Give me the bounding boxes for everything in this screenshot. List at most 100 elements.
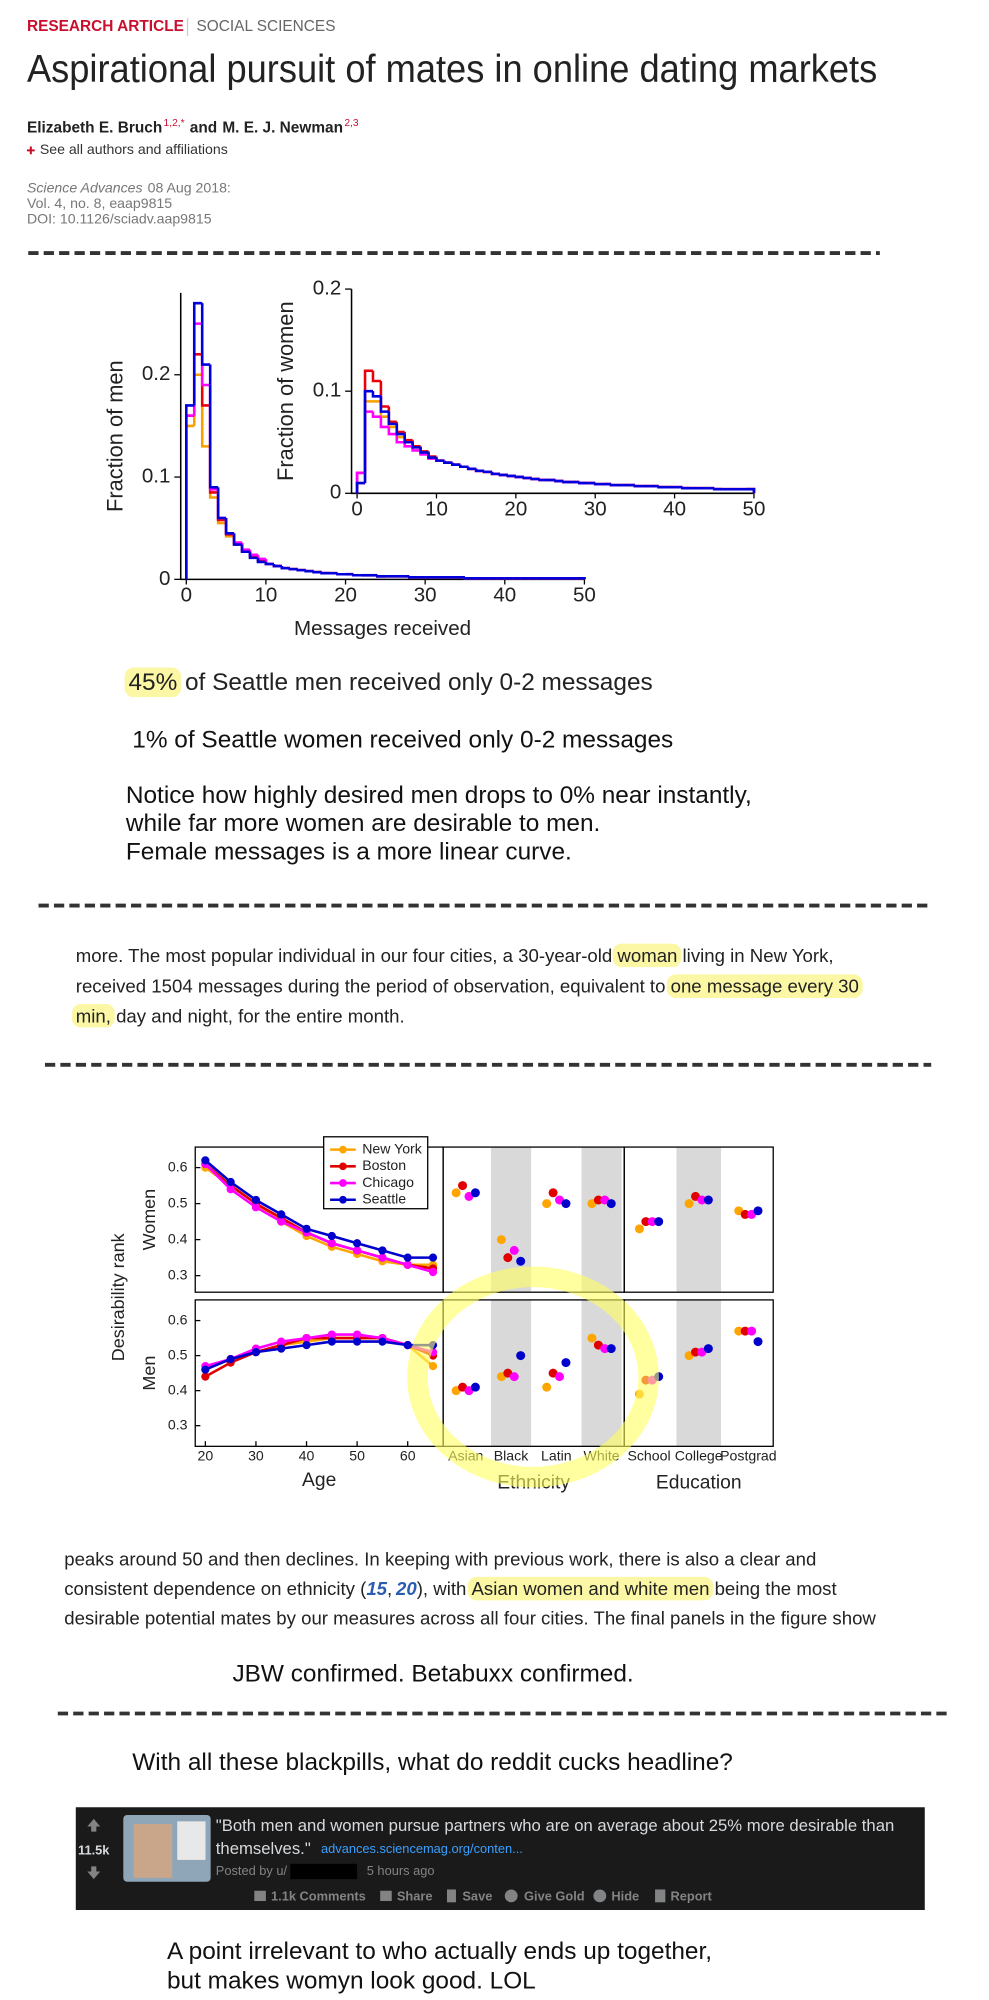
- point: [277, 1210, 286, 1219]
- y-tick-label: 0.6: [168, 1158, 188, 1174]
- section: RESEARCH ARTICLE: [27, 18, 184, 35]
- series-line: [204, 1340, 434, 1371]
- x-tick-label: 30: [414, 583, 437, 606]
- action-icons: [254, 1889, 666, 1903]
- point: [542, 1199, 552, 1209]
- panel: [623, 1146, 774, 1293]
- highlight: [612, 943, 682, 968]
- category-shade: [581, 1147, 622, 1293]
- action: Report: [670, 1889, 712, 1904]
- row-label: Women: [139, 1189, 159, 1251]
- x-tick-label: 40: [299, 1447, 315, 1463]
- excerpt-text: more. The most popular individual in our…: [76, 945, 613, 966]
- save-icon: [446, 1889, 456, 1903]
- y-tick-label: 0.1: [313, 379, 342, 402]
- histogram-step: [443, 460, 453, 464]
- point: [593, 1195, 603, 1205]
- point: [378, 1246, 387, 1255]
- excerpt-text: received 1504 messages during the period…: [76, 976, 666, 997]
- histogram-step: [224, 517, 235, 535]
- point: [470, 1188, 480, 1198]
- action: Give Gold: [524, 1889, 585, 1904]
- point: [691, 1347, 701, 1357]
- point: [251, 1195, 261, 1205]
- point: [378, 1253, 387, 1262]
- point: [561, 1199, 571, 1209]
- point: [327, 1239, 336, 1248]
- histogram-step: [379, 396, 389, 413]
- excerpt-line: min, day and night, for the entire month…: [71, 1003, 405, 1028]
- action: Share: [397, 1889, 433, 1904]
- circle-annotation: [407, 1266, 659, 1488]
- x-tick-label: 50: [743, 497, 766, 520]
- point: [555, 1372, 565, 1382]
- upvote-icon: [87, 1818, 101, 1832]
- legend-label: New York: [362, 1140, 423, 1156]
- thumbnail-card: [177, 1821, 206, 1860]
- highlight: [666, 974, 863, 999]
- highlight-text: 45%: [128, 669, 177, 696]
- post-title: themselves.": [216, 1839, 311, 1858]
- histogram-step: [514, 475, 524, 479]
- histogram-step: [395, 423, 405, 436]
- series-line: [205, 1333, 434, 1368]
- histogram-step: [530, 477, 540, 481]
- point: [647, 1217, 657, 1227]
- figure-ylabel: Desirability rank: [108, 1232, 128, 1361]
- point: [740, 1209, 750, 1219]
- point: [458, 1181, 468, 1191]
- article-title: Aspirational pursuit of mates in online …: [27, 48, 877, 91]
- histogram-step: [216, 487, 227, 520]
- point: [327, 1337, 336, 1346]
- point: [378, 1337, 387, 1346]
- point: [606, 1199, 616, 1209]
- histogram-step: [538, 478, 548, 482]
- note-text: JBW confirmed. Betabuxx confirmed.: [232, 1660, 633, 1687]
- doi: DOI: 10.1126/sciadv.aap9815: [27, 210, 212, 226]
- panel: [194, 1299, 444, 1447]
- point: [353, 1337, 362, 1346]
- point: [606, 1344, 616, 1354]
- highlight-text: Asian women and white men: [472, 1578, 710, 1599]
- post-link[interactable]: advances.sciencemag.org/conten...: [321, 1841, 523, 1856]
- histogram-step: [320, 571, 330, 575]
- histogram-step: [498, 473, 508, 477]
- histogram-step: [371, 391, 381, 398]
- y-tick-label: 0: [330, 481, 341, 504]
- histogram-step: [371, 411, 381, 418]
- histogram-step: [609, 483, 620, 487]
- histogram-step: [256, 557, 266, 564]
- excerpt-line: peaks around 50 and then declines. In ke…: [64, 1549, 816, 1570]
- note-text: while far more women are desirable to me…: [125, 810, 600, 837]
- histogram-step: [593, 482, 604, 486]
- point: [542, 1382, 552, 1392]
- point: [251, 1203, 261, 1212]
- histogram-step: [411, 442, 421, 449]
- note-text: Notice how highly desired men drops to 0…: [126, 782, 752, 809]
- histogram-step: [466, 466, 477, 471]
- point: [277, 1337, 286, 1346]
- point: [548, 1188, 558, 1198]
- point: [561, 1358, 571, 1368]
- post-background: [75, 1807, 925, 1911]
- x-tick-label: 50: [349, 1447, 365, 1463]
- histogram-step: [403, 442, 413, 448]
- x-tick-label: 10: [254, 583, 277, 606]
- x-tick-label: Postgrad: [720, 1447, 776, 1463]
- point: [353, 1246, 362, 1255]
- histogram-step: [463, 577, 473, 580]
- point: [703, 1344, 713, 1354]
- action: 1.1k Comments: [271, 1889, 366, 1904]
- x-tick-label: School: [627, 1447, 670, 1463]
- histogram-step: [746, 487, 756, 494]
- histogram-step: [387, 411, 397, 426]
- point: [226, 1177, 235, 1187]
- y-axis-label: Fraction of men: [102, 360, 127, 512]
- y-tick-label: 0.2: [313, 276, 342, 299]
- y-tick-label: 0.5: [168, 1194, 188, 1210]
- charts: 0 0.1 0.2 0 10 20 30 40 50 Fraction of men Message…: [102, 276, 776, 1493]
- share-icon: [380, 1890, 392, 1902]
- posted-by: Posted by u/: [216, 1863, 288, 1878]
- point: [641, 1217, 651, 1227]
- hide-icon: [593, 1889, 607, 1903]
